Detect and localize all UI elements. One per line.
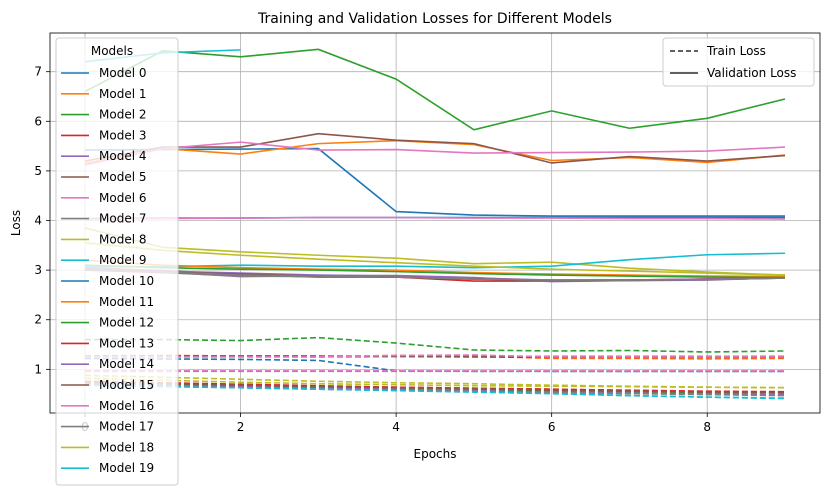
train-line-model-2 bbox=[85, 336, 786, 353]
style-legend: Train Loss Validation Loss bbox=[662, 37, 815, 87]
models-legend: Models Model 0 Model 1 Model 2 Model 3 Model… bbox=[55, 37, 179, 486]
y-tick-label: 5 bbox=[34, 164, 42, 178]
x-axis-label: Epochs bbox=[414, 447, 457, 461]
legend-label-model-10: Model 10 bbox=[99, 274, 154, 288]
validation-line-model-17 bbox=[84, 269, 786, 281]
y-tick-label: 4 bbox=[34, 214, 42, 228]
y-tick-label: 7 bbox=[34, 65, 42, 79]
validation-line-model-0 bbox=[84, 147, 785, 217]
y-axis-label: Loss bbox=[9, 210, 23, 236]
legend-label-model-2: Model 2 bbox=[99, 108, 146, 122]
train-line-model-18 bbox=[84, 374, 786, 389]
legend-label-model-7: Model 7 bbox=[99, 212, 146, 226]
chart-title: Training and Validation Losses for Diffe… bbox=[257, 11, 612, 27]
validation-line-model-6 bbox=[84, 141, 786, 166]
legend-label-model-14: Model 14 bbox=[99, 357, 154, 371]
legend-label-model-11: Model 11 bbox=[99, 295, 154, 309]
legend-label-model-9: Model 9 bbox=[99, 253, 146, 267]
legend-label-model-17: Model 17 bbox=[99, 420, 154, 434]
legend-label-model-13: Model 13 bbox=[99, 336, 154, 350]
validation-line-model-12 bbox=[84, 264, 786, 279]
legend-label-model-19: Model 19 bbox=[99, 461, 154, 475]
legend-label-model-0: Model 0 bbox=[99, 66, 146, 80]
validation-line-model-2 bbox=[84, 48, 786, 131]
validation-line-model-11 bbox=[84, 259, 786, 278]
style-legend-label-dashed: Train Loss bbox=[706, 44, 766, 58]
style-legend-frame bbox=[662, 37, 815, 87]
legend-label-model-4: Model 4 bbox=[99, 149, 146, 163]
series-layer bbox=[84, 48, 786, 400]
validation-line-model-18 bbox=[84, 242, 786, 276]
train-line-model-14 bbox=[84, 382, 786, 396]
legend-label-model-16: Model 16 bbox=[99, 399, 154, 413]
validation-line-model-16 bbox=[84, 216, 786, 220]
x-tick-label: 2 bbox=[237, 420, 245, 434]
x-tick-label: 6 bbox=[548, 420, 556, 434]
legend-label-model-3: Model 3 bbox=[99, 128, 146, 142]
validation-line-model-8 bbox=[84, 227, 786, 276]
y-tick-label: 6 bbox=[34, 114, 42, 128]
x-tick-label: 4 bbox=[392, 420, 400, 434]
legend-label-model-6: Model 6 bbox=[99, 191, 146, 205]
y-tick-label: 3 bbox=[34, 263, 42, 277]
y-tick-label: 1 bbox=[34, 362, 42, 376]
models-legend-frame bbox=[55, 37, 179, 486]
validation-line-model-5 bbox=[84, 132, 786, 164]
x-tick-label: 8 bbox=[703, 420, 711, 434]
legend-label-model-5: Model 5 bbox=[99, 170, 146, 184]
legend-label-model-18: Model 18 bbox=[99, 440, 154, 454]
legend-label-model-1: Model 1 bbox=[99, 87, 146, 101]
plot-frame bbox=[49, 32, 821, 414]
models-legend-title: Models bbox=[91, 44, 133, 58]
y-tick-label: 2 bbox=[34, 313, 42, 327]
legend-label-model-8: Model 8 bbox=[99, 232, 146, 246]
style-legend-label-solid: Validation Loss bbox=[707, 66, 796, 80]
legend-label-model-12: Model 12 bbox=[99, 316, 154, 330]
legend-label-model-15: Model 15 bbox=[99, 378, 154, 392]
